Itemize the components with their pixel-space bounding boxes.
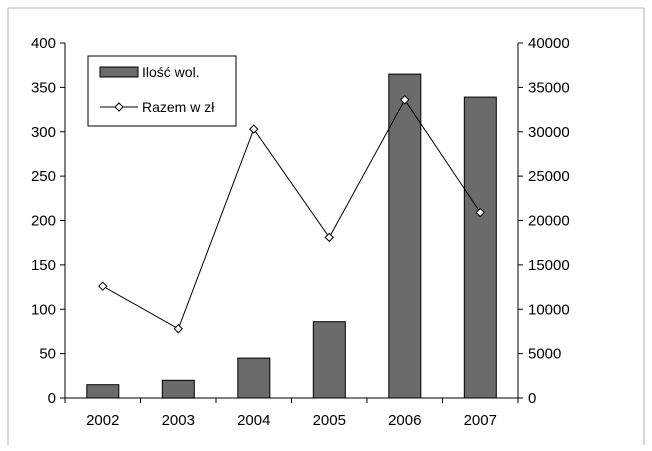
y-tick-left-label: 50 [39, 346, 56, 363]
bar-2005 [312, 321, 346, 399]
line-point-2003 [173, 324, 183, 334]
legend-label-bars: Ilość wol. [142, 64, 200, 80]
y-tick-left-label: 200 [31, 213, 56, 230]
y-tick-right-label: 10000 [528, 301, 570, 318]
bar-2004 [237, 357, 271, 399]
line-point-2002 [98, 281, 108, 291]
x-tick-label: 2005 [313, 412, 346, 429]
y-tick-left-label: 350 [31, 79, 56, 96]
y-tick-right-label: 30000 [528, 124, 570, 141]
y-tick-left-label: 100 [31, 301, 56, 318]
y-tick-right-label: 15000 [528, 257, 570, 274]
y-tick-right-label: 25000 [528, 168, 570, 185]
y-tick-left-label: 0 [48, 390, 56, 407]
bar-2007 [463, 96, 497, 399]
bar-2003 [161, 379, 195, 399]
x-tick-label: 2003 [162, 412, 195, 429]
y-tick-left-label: 300 [31, 124, 56, 141]
y-tick-right-label: 5000 [528, 346, 561, 363]
y-tick-right-label: 40000 [528, 35, 570, 52]
y-tick-right-label: 20000 [528, 213, 570, 230]
line-point-2006 [400, 95, 410, 105]
bar-2006 [388, 73, 422, 399]
outer-border [7, 7, 645, 445]
line-point-2005 [324, 232, 334, 243]
y-tick-left-label: 400 [31, 35, 56, 52]
legend-diamond-marker [114, 102, 124, 112]
x-tick-label: 2002 [86, 412, 119, 429]
y-tick-left-label: 250 [31, 168, 56, 185]
legend: Ilość wol. Razem w zł [87, 55, 237, 127]
legend-label-line: Razem w zł [142, 99, 215, 115]
x-tick-label: 2007 [464, 412, 497, 429]
x-tick-label: 2004 [237, 412, 270, 429]
bars-layer [86, 73, 497, 399]
bar-2002 [86, 384, 120, 399]
line-layer [98, 95, 485, 334]
legend-bar-swatch [99, 66, 139, 78]
y-tick-right-label: 0 [528, 390, 536, 407]
y-tick-left-label: 150 [31, 257, 56, 274]
line-point-2007 [475, 207, 485, 218]
x-tick-label: 2006 [388, 412, 421, 429]
y-tick-right-label: 35000 [528, 79, 570, 96]
axes-layer: 0 50 100 150 200 250 300 350 400 0 5000 10000 15000 2… [31, 35, 570, 429]
line-series-path [102, 98, 481, 330]
line-point-2004 [249, 124, 259, 134]
